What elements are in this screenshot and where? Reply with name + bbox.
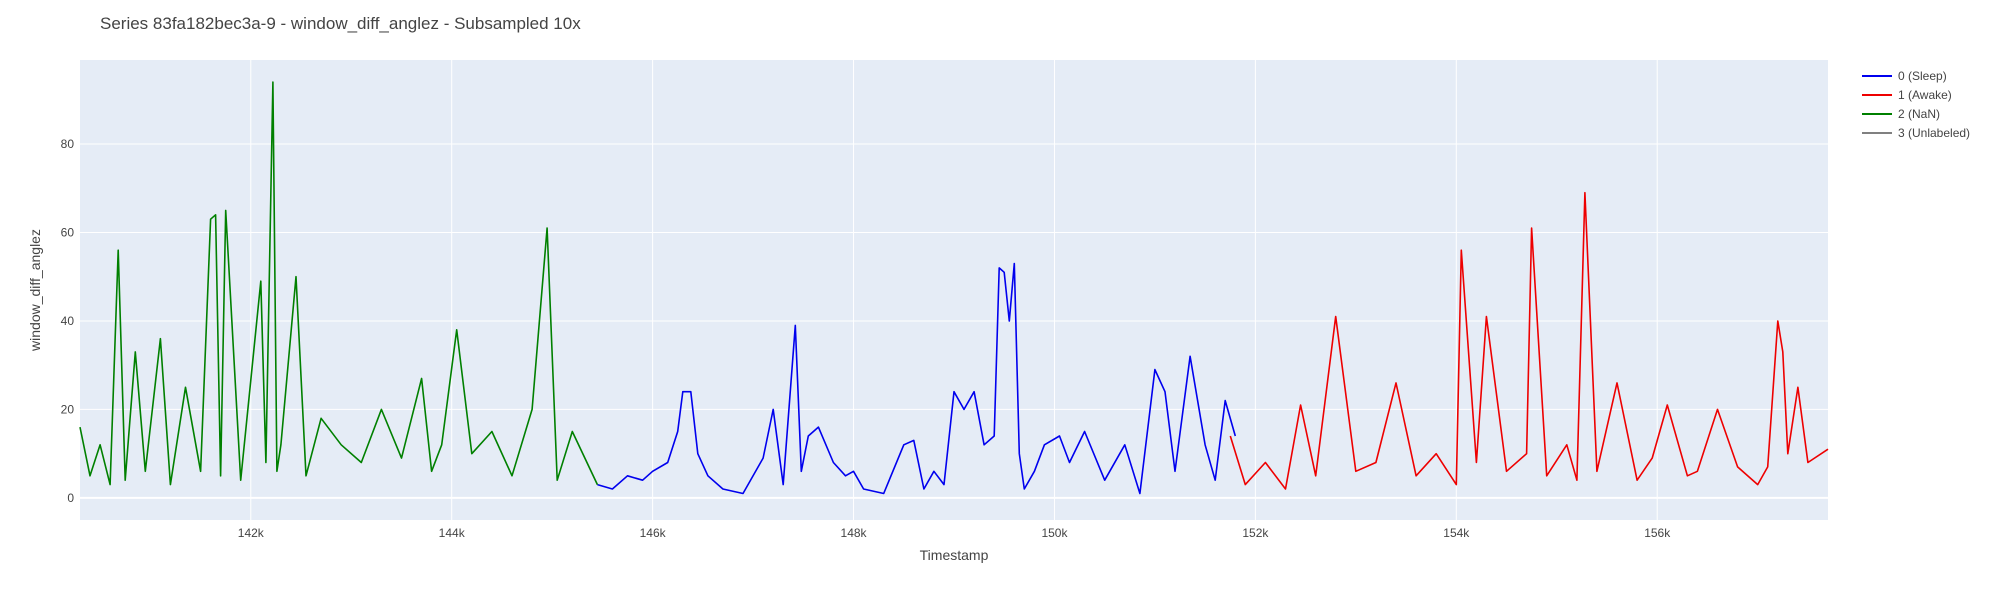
y-tick-label: 80 <box>61 137 75 151</box>
x-tick-label: 150k <box>1041 526 1068 540</box>
chart-title: Series 83fa182bec3a-9 - window_diff_angl… <box>100 14 581 33</box>
legend-label-nan: 2 (NaN) <box>1898 106 1941 121</box>
legend-label-unlabeled: 3 (Unlabeled) <box>1898 125 1971 140</box>
y-tick-label: 0 <box>67 491 74 505</box>
x-tick-label: 156k <box>1644 526 1671 540</box>
legend-swatch-sleep <box>1862 74 1892 77</box>
x-tick-label: 148k <box>841 526 868 540</box>
legend-item-unlabeled[interactable]: 3 (Unlabeled) <box>1862 123 1970 142</box>
y-tick-label: 60 <box>61 226 75 240</box>
series-lines <box>79 81 1829 495</box>
legend-swatch-unlabeled <box>1862 131 1892 134</box>
legend-item-sleep[interactable]: 0 (Sleep) <box>1862 66 1970 85</box>
series-line-1-awake <box>1229 191 1829 490</box>
x-tick-label: 146k <box>640 526 667 540</box>
legend-item-awake[interactable]: 1 (Awake) <box>1862 85 1970 104</box>
legend-label-sleep: 0 (Sleep) <box>1898 68 1947 83</box>
legend-swatch-nan <box>1862 112 1892 115</box>
x-tick-label: 152k <box>1242 526 1269 540</box>
legend: 0 (Sleep) 1 (Awake) 2 (NaN) 3 (Unlabeled… <box>1862 66 1970 142</box>
x-axis-title: Timestamp <box>920 547 989 563</box>
plot-background <box>80 60 1828 520</box>
series-line-2-nan <box>79 81 599 486</box>
legend-item-nan[interactable]: 2 (NaN) <box>1862 104 1970 123</box>
y-axis-title: window_diff_anglez <box>27 229 43 352</box>
legend-swatch-awake <box>1862 93 1892 96</box>
legend-label-awake: 1 (Awake) <box>1898 87 1952 102</box>
y-tick-label: 20 <box>61 402 75 416</box>
y-tick-label: 40 <box>61 314 75 328</box>
x-tick-label: 154k <box>1443 526 1470 540</box>
series-line-0-sleep <box>597 262 1237 495</box>
x-tick-label: 142k <box>238 526 265 540</box>
tick-labels: 142k 144k 146k 148k 150k 152k 154k 156k 0 20 40 60 8… <box>61 137 1672 540</box>
x-tick-label: 144k <box>439 526 466 540</box>
